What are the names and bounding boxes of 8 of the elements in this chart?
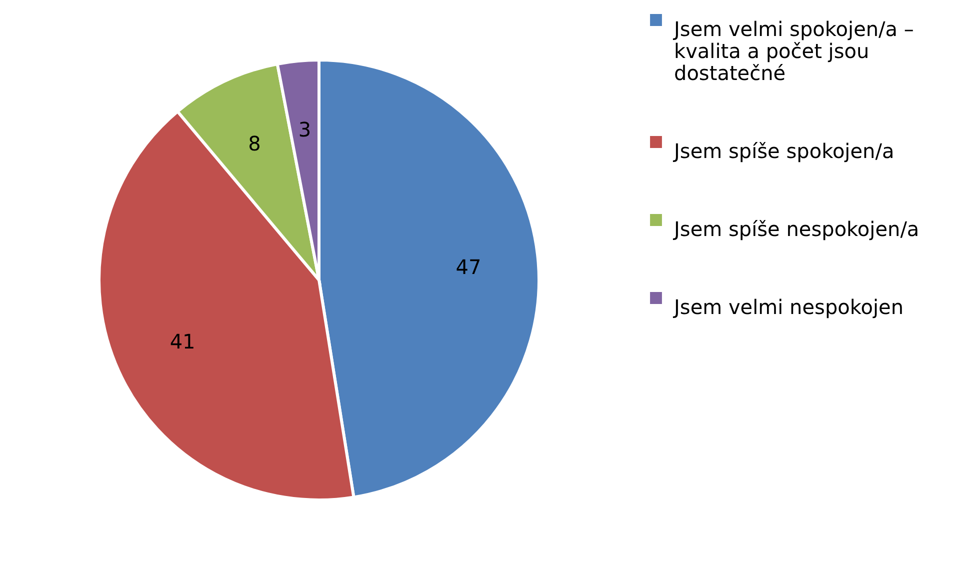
legend-label: Jsem spíše spokojen/a bbox=[672, 139, 894, 163]
data-label: 3 bbox=[298, 118, 312, 142]
legend-label: Jsem velmi spokojen/a – kvalita a počet jsou dostatečné bbox=[672, 17, 914, 85]
legend-label: Jsem velmi nespokojen bbox=[672, 295, 904, 319]
legend-label: Jsem spíše nespokojen/a bbox=[672, 217, 920, 241]
data-label: 8 bbox=[248, 132, 261, 156]
data-label: 41 bbox=[170, 329, 196, 354]
data-label: 47 bbox=[456, 255, 482, 280]
